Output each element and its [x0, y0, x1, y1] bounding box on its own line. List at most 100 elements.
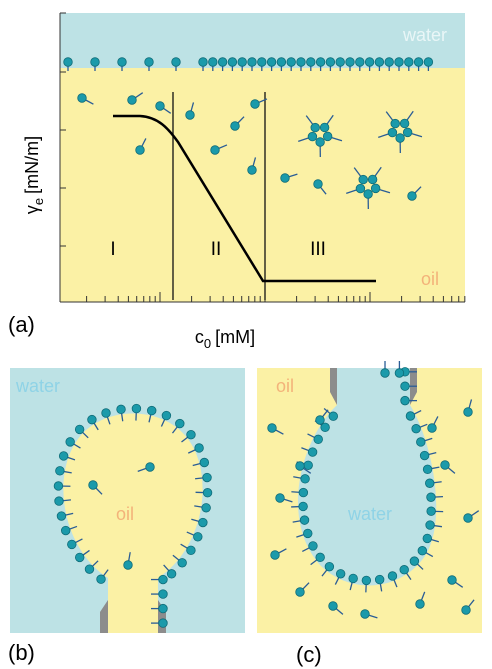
- y-axis-label: γe[mN/m]: [22, 136, 46, 214]
- surfactant-head: [296, 588, 305, 597]
- surfactant-head: [59, 452, 68, 461]
- surfactant-head: [128, 96, 137, 105]
- surfactant-head: [296, 462, 305, 471]
- page: water oil I II III (a) γe[mN/m] c0[mM] w…: [0, 0, 492, 669]
- surfactant-head: [400, 565, 409, 574]
- surfactant-head: [423, 534, 432, 543]
- surfactant-head: [426, 521, 435, 530]
- surfactant-head: [425, 479, 434, 488]
- surfactant-head: [464, 514, 473, 523]
- surfactant-head: [299, 488, 308, 497]
- water-label: water: [15, 376, 60, 396]
- surfactant-head: [300, 516, 309, 525]
- surfactant-head: [349, 574, 358, 583]
- surfactant-head: [412, 424, 421, 433]
- surfactant-head: [427, 493, 436, 502]
- surfactant-head: [88, 415, 97, 424]
- surfactant-head: [176, 419, 185, 428]
- surfactant-head: [309, 542, 318, 551]
- surfactant-head: [203, 488, 212, 497]
- surfactant-head: [97, 575, 106, 584]
- surfactant-head: [418, 546, 427, 555]
- surfactant-head: [199, 518, 208, 527]
- oil-region: [60, 68, 465, 302]
- surfactant-head: [66, 438, 75, 447]
- surfactant-head: [410, 557, 419, 566]
- surfactant-head: [359, 175, 368, 184]
- surfactant-head: [218, 58, 227, 67]
- subscript: e: [31, 198, 46, 205]
- surfactant-head: [311, 123, 320, 132]
- panel-label: (c): [296, 642, 322, 667]
- surfactant-head: [329, 602, 338, 611]
- symbol: γ: [22, 205, 42, 214]
- surfactant-head: [403, 128, 412, 137]
- water-label: water: [402, 25, 447, 45]
- unit: [mM]: [215, 327, 255, 347]
- surfactant-head: [385, 58, 394, 67]
- surfactant-head: [308, 448, 317, 457]
- surfactant-head: [61, 526, 70, 535]
- surfactant-head: [248, 58, 257, 67]
- surfactant-head: [420, 451, 429, 460]
- surfactant-head: [375, 58, 384, 67]
- surfactant-head: [416, 438, 425, 447]
- surfactant-head: [326, 58, 335, 67]
- surfactant-head: [162, 411, 171, 420]
- surfactant-head: [147, 406, 156, 415]
- surfactant-head: [381, 369, 390, 378]
- region-label: I: [110, 239, 115, 260]
- surfactant-head: [145, 58, 154, 67]
- surfactant-head: [281, 174, 290, 183]
- region-label: II: [211, 239, 222, 260]
- symbol: c: [195, 327, 204, 347]
- surfactant-head: [156, 102, 165, 111]
- surfactant-head: [308, 132, 317, 141]
- surfactant-head: [416, 600, 425, 609]
- surfactant-head: [427, 507, 436, 516]
- surfactant-head: [75, 553, 84, 562]
- surfactant-head: [314, 435, 323, 444]
- oil-label: oil: [276, 376, 294, 396]
- surfactant-head: [118, 58, 127, 67]
- surfactant-head: [75, 425, 84, 434]
- surfactant-head: [231, 122, 240, 131]
- surfactant-head: [124, 561, 133, 570]
- surfactant-head: [307, 58, 316, 67]
- surfactant-head: [368, 175, 377, 184]
- surfactant-head: [64, 58, 73, 67]
- surfactant-head: [267, 58, 276, 67]
- surfactant-head: [356, 58, 365, 67]
- surfactant-head: [54, 482, 63, 491]
- surfactant-head: [314, 180, 323, 189]
- x-axis-label: c0[mM]: [195, 327, 255, 351]
- surfactant-head: [258, 58, 267, 67]
- surfactant-head: [202, 503, 211, 512]
- surfactant-head: [85, 565, 94, 574]
- surfactant-head: [388, 128, 397, 137]
- surfactant-head: [117, 405, 126, 414]
- surfactant-head: [428, 424, 437, 433]
- surfactant-head: [203, 473, 212, 482]
- surfactant-head: [448, 576, 457, 585]
- water-label: water: [347, 504, 392, 524]
- surfactant-head: [346, 58, 355, 67]
- surfactant-head: [320, 123, 329, 132]
- surfactant-head: [67, 540, 76, 549]
- oil-label: oil: [421, 269, 439, 289]
- surfactant-head: [356, 184, 365, 193]
- oil-label: oil: [116, 504, 134, 524]
- surfactant-head: [146, 463, 155, 472]
- surfactant-head: [321, 423, 330, 432]
- surfactant-head: [405, 58, 414, 67]
- surfactant-head: [277, 58, 286, 67]
- surfactant-head: [89, 481, 98, 490]
- surfactant-head: [251, 100, 260, 109]
- surfactant-head: [102, 409, 111, 418]
- surfactant-head: [195, 444, 204, 453]
- surfactant-head: [362, 576, 371, 585]
- surfactant-head: [159, 619, 168, 628]
- surfactant-head: [78, 94, 87, 103]
- surfactant-head: [187, 546, 196, 555]
- surfactant-head: [211, 146, 220, 155]
